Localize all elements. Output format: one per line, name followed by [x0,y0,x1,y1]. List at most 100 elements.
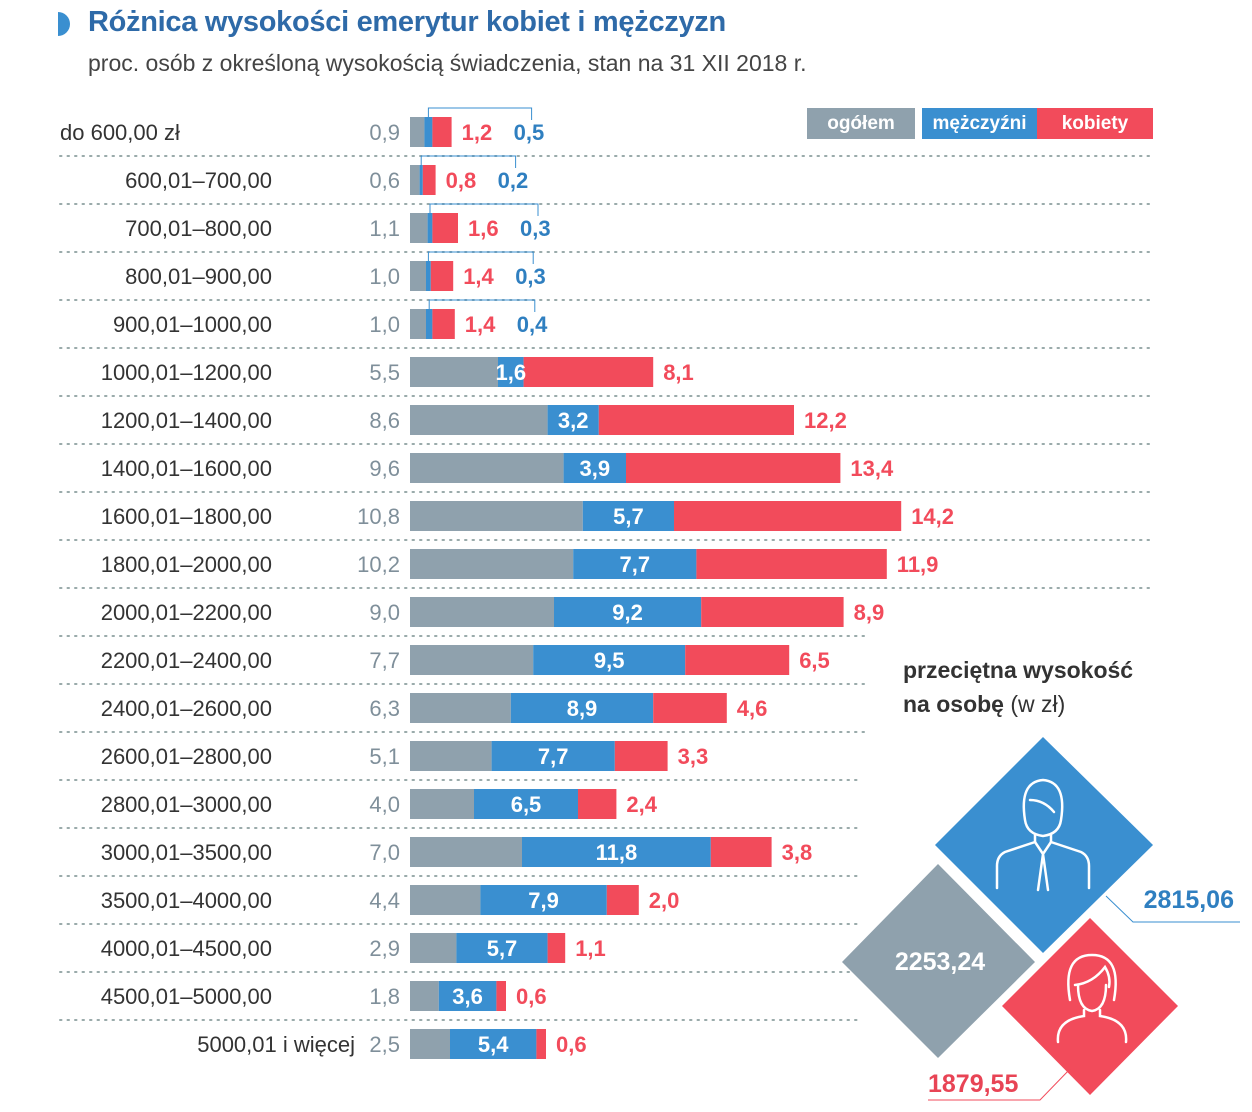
legend-kobiety: kobiety [1037,108,1153,139]
bar-kobiety [606,885,639,915]
bar-kobiety [701,597,844,627]
bar-ogolem [410,597,554,627]
category-label: 700,01–800,00 [125,216,272,241]
ogolem-value-label: 4,0 [369,792,400,817]
bar-mezczyzni [480,885,607,915]
mezczyzni-value-label: 1,6 [496,360,527,385]
ogolem-value-label: 0,9 [369,120,400,145]
bar-ogolem [410,837,522,867]
mezczyzni-value-label: 7,7 [538,744,569,769]
ogolem-value-label: 5,1 [369,744,400,769]
bar-ogolem [410,453,564,483]
bar-mezczyzni [563,453,626,483]
category-label: 4000,01–4500,00 [101,936,272,961]
mezczyzni-value-label: 5,7 [613,504,644,529]
category-label: 2200,01–2400,00 [101,648,272,673]
kobiety-value-label: 8,1 [663,360,694,385]
kobiety-value-label: 0,6 [556,1032,587,1057]
mezczyzni-value-label: 7,7 [620,552,651,577]
kobiety-value-label: 2,0 [649,888,680,913]
mezczyzni-value-label: 3,9 [580,456,611,481]
bar-mezczyzni [533,645,686,675]
category-label: 900,01–1000,00 [113,312,272,337]
mezczyzni-value-label: 0,5 [514,120,545,145]
category-label: 5000,01 i więcej [197,1032,355,1057]
mezczyzni-value-label: 7,9 [528,888,559,913]
bar-mezczyzni [573,549,697,579]
category-label: 1200,01–1400,00 [101,408,272,433]
bar-kobiety [674,501,902,531]
mezczyzni-value-label: 0,3 [520,216,551,241]
ogolem-value-label: 4,4 [369,888,400,913]
bar-mezczyzni [554,597,702,627]
bar-mezczyzni [522,837,711,867]
ogolem-value-label: 6,3 [369,696,400,721]
bar-kobiety [626,453,841,483]
category-label: 1000,01–1200,00 [101,360,272,385]
kobiety-value-label: 1,4 [465,312,496,337]
mezczyzni-bracket-line [427,107,533,122]
kobiety-value-label: 1,4 [463,264,494,289]
ogolem-value-label: 1,0 [369,312,400,337]
mezczyzni-bracket-line [420,155,517,170]
kobiety-value-label: 0,6 [516,984,547,1009]
kobiety-value-label: 3,3 [678,744,709,769]
mezczyzni-value-label: 6,5 [511,792,542,817]
ogolem-value-label: 9,0 [369,600,400,625]
bar-mezczyzni [450,1029,537,1059]
average-title-unit: (w zł) [1010,691,1066,717]
ogolem-value-label: 0,6 [369,168,400,193]
kobiety-value-label: 4,6 [737,696,768,721]
mezczyzni-bracket-line [429,203,539,218]
mezczyzni-value-label: 0,2 [498,168,529,193]
legend: ogółem mężczyźni kobiety [807,108,1153,139]
kobiety-value-label: 1,6 [468,216,499,241]
category-label: 2000,01–2200,00 [101,600,272,625]
bar-ogolem [410,645,534,675]
mezczyzni-value-label: 3,6 [452,984,483,1009]
ogolem-value-label: 2,5 [369,1032,400,1057]
bar-mezczyzni [426,309,433,339]
bar-mezczyzni [424,117,433,147]
bar-ogolem [410,501,583,531]
bar-mezczyzni [582,501,674,531]
bar-mezczyzni [427,213,433,243]
bar-ogolem [410,261,426,291]
ogolem-value-label: 1,8 [369,984,400,1009]
bar-kobiety [710,837,772,867]
bar-ogolem [410,693,511,723]
bar-kobiety [598,405,794,435]
bar-kobiety [536,1029,546,1059]
legend-mezczyzni: mężczyźni [922,108,1037,139]
bar-ogolem [410,357,498,387]
ogolem-value-label: 10,8 [357,504,400,529]
bar-kobiety [422,165,436,195]
bar-kobiety [430,261,454,291]
mezczyzni-value-label: 0,4 [517,312,548,337]
mezczyzni-value-label: 11,8 [596,840,638,865]
category-label: 2600,01–2800,00 [101,744,272,769]
bar-mezczyzni [491,741,615,771]
category-label: 3500,01–4000,00 [101,888,272,913]
mezczyzni-bracket-line [427,251,534,266]
ogolem-value-label: 5,5 [369,360,400,385]
mezczyzni-bracket-line [428,299,536,314]
mezczyzni-value-label: 8,9 [567,696,598,721]
category-label: 800,01–900,00 [125,264,272,289]
mezczyzni-value-label: 5,7 [487,936,518,961]
ogolem-value-label: 1,1 [369,216,400,241]
bar-kobiety [614,741,668,771]
bar-mezczyzni [510,693,654,723]
kobiety-value-label: 0,8 [446,168,477,193]
bar-ogolem [410,933,457,963]
bar-mezczyzni [547,405,599,435]
category-label: 3000,01–3500,00 [101,840,272,865]
ogolem-value-label: 7,0 [369,840,400,865]
ogolem-value-label: 1,0 [369,264,400,289]
bar-ogolem [410,885,481,915]
kobiety-value-label: 8,9 [854,600,885,625]
mezczyzni-value-label: 9,5 [594,648,625,673]
ogolem-value-label: 10,2 [357,552,400,577]
bar-ogolem [410,981,439,1011]
category-label: do 600,00 zł [60,120,180,145]
